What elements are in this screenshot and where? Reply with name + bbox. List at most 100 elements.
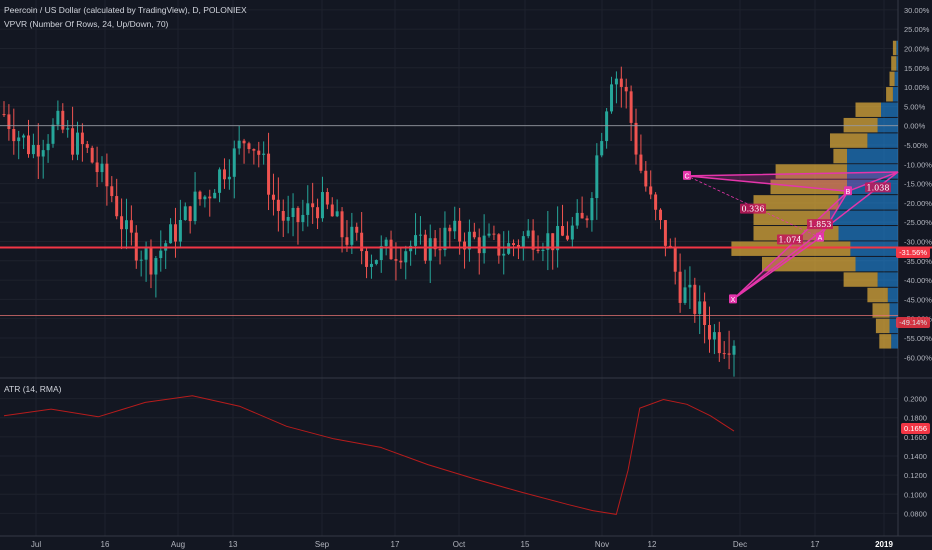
candle-body — [306, 203, 310, 215]
lower-line-badge: -49.14% — [896, 317, 930, 328]
time-tick-label: 2019 — [875, 540, 893, 549]
candle-body — [487, 233, 491, 236]
ratio-label: 1.853 — [809, 220, 832, 229]
price-tick-label: -15.00% — [904, 180, 932, 189]
candle-body — [458, 220, 462, 242]
price-tick-label: -5.00% — [904, 141, 928, 150]
candle-body — [355, 226, 359, 233]
candle-body — [193, 191, 197, 222]
symbol-legend: Peercoin / US Dollar (calculated by Trad… — [4, 5, 247, 15]
candle-body — [320, 192, 324, 219]
candle-body — [46, 143, 50, 151]
candle-body — [551, 233, 555, 251]
vp-row-down — [855, 102, 881, 117]
atr-tick-label: 0.1800 — [904, 414, 927, 423]
time-tick-label: 12 — [648, 540, 657, 549]
price-candles — [2, 66, 736, 377]
candle-body — [330, 204, 334, 217]
pattern-point-box — [729, 294, 737, 304]
candle-body — [12, 128, 16, 142]
candle-body — [26, 135, 30, 155]
candle-body — [580, 212, 584, 219]
price-tick-label: -10.00% — [904, 160, 932, 169]
candle-body — [717, 332, 721, 354]
ratio-box — [740, 203, 766, 214]
vp-row-down — [872, 303, 890, 318]
price-tick-label: -35.00% — [904, 257, 932, 266]
vp-row-up — [867, 133, 898, 148]
vp-row-down — [889, 71, 895, 87]
price-tick-label: -25.00% — [904, 218, 932, 227]
candle-body — [203, 196, 207, 200]
atr-tick-label: 0.2000 — [904, 395, 927, 404]
vp-row-down — [753, 195, 839, 210]
vp-row-up — [830, 210, 898, 226]
atr-tick-label: 0.1600 — [904, 433, 927, 442]
vp-row-down — [830, 133, 868, 148]
candle-body — [619, 78, 623, 87]
time-tick-label: 17 — [391, 540, 400, 549]
candle-body — [531, 230, 535, 250]
candle-body — [526, 230, 530, 237]
candle-body — [453, 220, 457, 232]
vp-row-up — [838, 226, 898, 241]
candle-body — [649, 186, 653, 195]
candle-body — [610, 84, 614, 112]
vp-row-up — [889, 303, 898, 318]
time-tick-label: Aug — [171, 540, 185, 549]
candle-body — [634, 122, 638, 155]
vp-row-down — [843, 272, 878, 287]
candle-body — [629, 91, 633, 123]
vp-row-up — [847, 164, 898, 179]
ratio-box — [777, 234, 803, 245]
candle-body — [335, 211, 339, 217]
candle-body — [71, 128, 75, 155]
candle-body — [232, 148, 236, 177]
candle-body — [394, 259, 398, 261]
atr-series-line — [3, 395, 735, 515]
candle-body — [242, 140, 246, 144]
vp-row-down — [762, 256, 856, 272]
pattern-point-label: C — [684, 173, 689, 180]
candle-body — [438, 249, 442, 251]
candle-body — [712, 332, 716, 340]
candle-body — [659, 209, 663, 221]
atr-legend: ATR (14, RMA) — [4, 384, 62, 394]
price-tick-label: 20.00% — [904, 44, 930, 53]
candle-body — [369, 263, 373, 267]
candle-body — [639, 154, 643, 171]
candle-body — [296, 207, 300, 223]
candle-body — [198, 191, 202, 200]
candle-body — [472, 231, 476, 238]
candle-body — [399, 260, 403, 263]
vp-row-down — [867, 287, 888, 303]
pattern-point-label: X — [731, 297, 736, 304]
candle-body — [703, 301, 707, 326]
ratio-label: 0.336 — [742, 205, 765, 214]
pattern-xd — [732, 171, 899, 300]
candle-body — [389, 239, 393, 260]
atr-last-badge: 0.1656 — [901, 423, 930, 434]
time-tick-label: 17 — [811, 540, 820, 549]
time-tick-label: Sep — [315, 540, 330, 549]
candle-body — [105, 163, 109, 187]
candle-body — [340, 211, 344, 238]
candle-body — [61, 110, 65, 130]
candle-body — [614, 78, 618, 85]
candle-body — [688, 284, 692, 288]
candle-body — [271, 194, 275, 200]
candle-body — [257, 150, 261, 155]
candle-body — [414, 235, 418, 246]
time-tick-label: 16 — [101, 540, 110, 549]
candle-body — [139, 259, 143, 261]
candle-body — [536, 249, 540, 252]
candle-body — [159, 250, 163, 259]
candle-body — [345, 237, 349, 245]
candle-body — [379, 245, 383, 261]
candle-body — [286, 217, 290, 221]
vp-row-up — [896, 40, 898, 56]
candle-body — [178, 219, 182, 242]
candle-body — [585, 218, 589, 221]
candle-body — [404, 251, 408, 263]
candle-body — [644, 170, 648, 187]
